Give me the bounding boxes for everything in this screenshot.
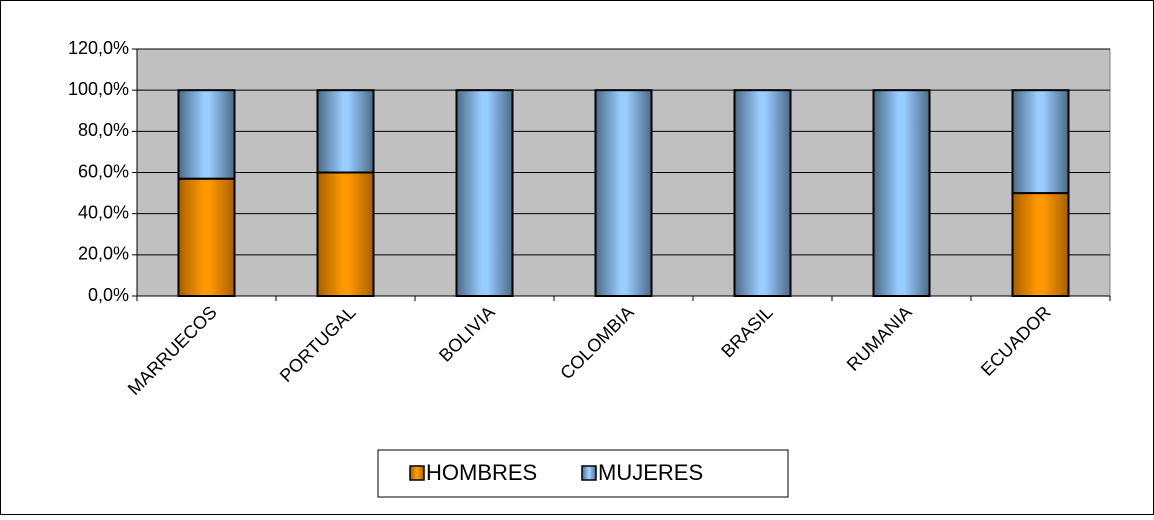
bar-segment [316,89,375,174]
bar-segment [733,89,792,297]
bar-segment [455,89,514,297]
y-tick-label: 80,0% [78,120,129,140]
legend-swatch [409,465,425,481]
y-tick-label: 20,0% [78,244,129,264]
bar-segment [177,89,236,180]
bar-segment [872,89,931,297]
bar-segment [1011,192,1070,297]
y-tick-label: 120,0% [68,38,129,58]
y-tick-label: 0,0% [88,285,129,305]
bar-segment [316,171,375,297]
y-tick-label: 60,0% [78,161,129,181]
y-tick-label: 40,0% [78,202,129,222]
bar-segment [594,89,653,297]
legend-swatch [581,465,597,481]
legend-label: HOMBRES [426,460,537,485]
y-tick-label: 100,0% [68,79,129,99]
bar-segment [1011,89,1070,195]
bar-segment [177,177,236,297]
legend-label: MUJERES [598,460,703,485]
